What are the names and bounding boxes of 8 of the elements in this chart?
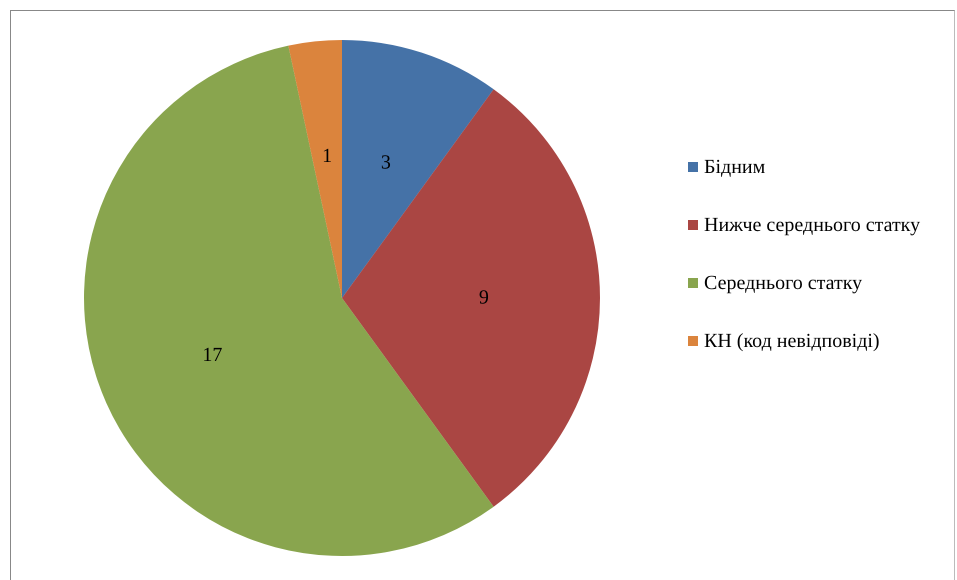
legend-label: КН (код невідповіді) — [704, 329, 880, 354]
data-label: 9 — [478, 286, 489, 308]
legend-label: Нижче середнього статку — [704, 213, 920, 238]
data-label: 3 — [380, 151, 391, 174]
legend-label: Бідним — [704, 155, 766, 180]
data-label: 17 — [202, 344, 222, 366]
legend-label: Середнього статку — [704, 271, 862, 296]
data-label: 1 — [322, 145, 332, 168]
